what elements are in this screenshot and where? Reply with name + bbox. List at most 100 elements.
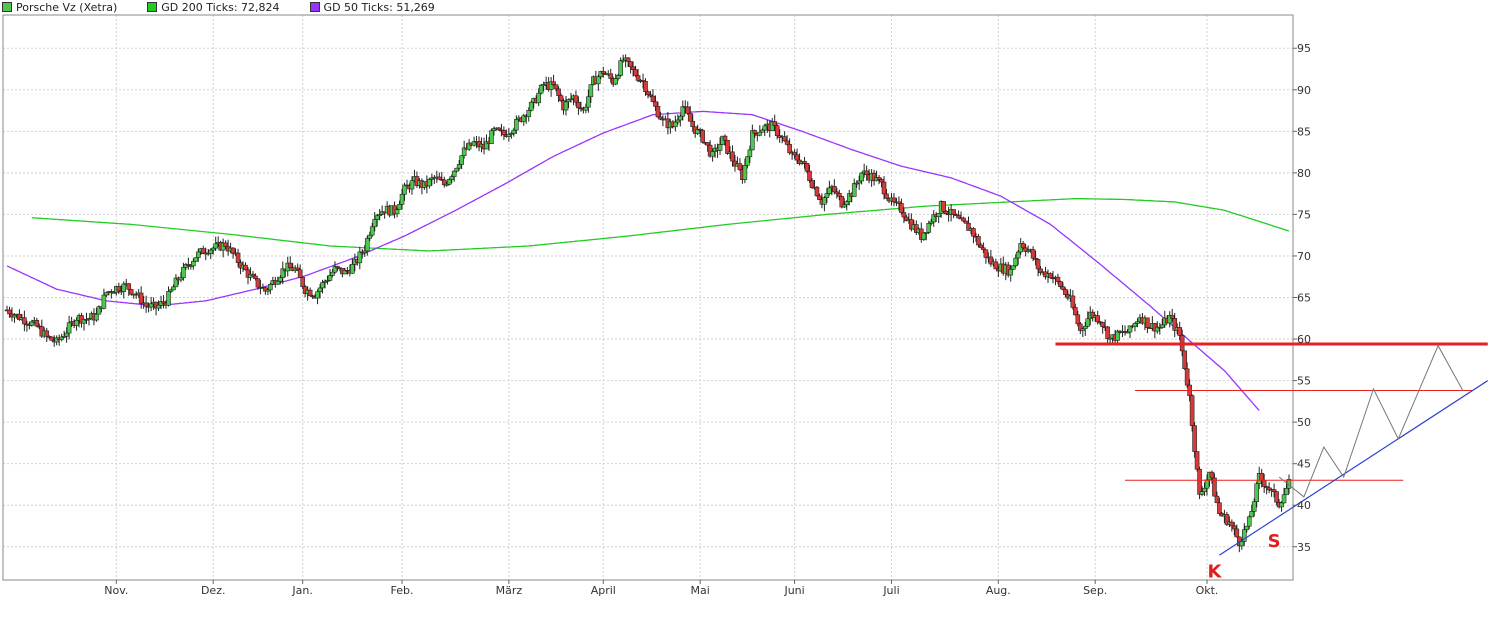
candle-down: [230, 247, 236, 254]
candle-down: [1073, 307, 1078, 316]
candle: [1184, 362, 1190, 388]
candle: [635, 68, 641, 83]
candle: [1217, 497, 1222, 516]
candle: [901, 207, 907, 224]
x-tick-label: Sep.: [1083, 584, 1107, 597]
candle-up: [367, 234, 373, 239]
candle: [437, 172, 442, 180]
candle-up: [196, 251, 201, 258]
candle: [921, 232, 927, 241]
candle: [1145, 317, 1150, 334]
candle-up: [168, 289, 174, 292]
candle-up: [315, 291, 320, 299]
candle-up: [1115, 330, 1120, 341]
candle-up: [409, 180, 415, 190]
candle: [981, 242, 986, 253]
candle-down: [1105, 326, 1110, 340]
candle: [181, 262, 186, 281]
candle: [54, 335, 59, 346]
candle-down: [635, 75, 641, 81]
candle: [514, 115, 519, 134]
candle-up: [757, 131, 763, 136]
candle: [243, 262, 248, 271]
y-tick-label: 65: [1297, 292, 1311, 305]
candle-down: [899, 203, 904, 213]
candle: [94, 307, 99, 322]
candle: [993, 258, 999, 270]
candle-down: [1075, 314, 1081, 325]
legend-item-gd200: GD 200 Ticks: 72,824: [147, 0, 280, 14]
candle-down: [1271, 489, 1277, 493]
candle-up: [456, 164, 462, 169]
candle: [851, 178, 857, 197]
candle-down: [807, 170, 812, 181]
candle-down: [496, 127, 502, 131]
candle-down: [553, 84, 559, 90]
y-tick-label: 60: [1297, 333, 1311, 346]
candle: [1122, 325, 1128, 336]
candle-up: [1127, 325, 1133, 333]
x-tick-label: Okt.: [1196, 584, 1219, 597]
candle: [971, 227, 976, 244]
candle-up: [936, 213, 941, 217]
x-axis: Nov. Dez. Jan. Feb. März April Mai Juni Juli Aug.…: [104, 580, 1218, 597]
candle-up: [171, 286, 176, 291]
candle: [186, 257, 191, 270]
candle-down: [1182, 350, 1187, 370]
candle: [1281, 487, 1287, 504]
candle-up: [330, 271, 335, 276]
candle-up: [851, 183, 857, 197]
candle: [1107, 337, 1113, 343]
candle: [489, 128, 494, 145]
candle: [976, 233, 981, 248]
x-tick-label: Dez.: [201, 584, 226, 597]
candle-down: [737, 163, 743, 170]
candle-up: [156, 304, 161, 309]
candle: [409, 176, 415, 195]
candle-down: [1058, 281, 1063, 287]
x-tick-label: Juli: [882, 584, 899, 597]
candle-up: [148, 303, 154, 308]
candle-up: [717, 144, 723, 151]
candle-up: [59, 336, 64, 340]
candle-down: [576, 101, 581, 109]
candle: [966, 216, 971, 231]
candle-down: [881, 181, 887, 195]
projection-path: [1278, 344, 1464, 498]
chart-grid: [3, 15, 1293, 580]
candle: [643, 78, 648, 96]
candle-up: [615, 75, 621, 79]
candle-down: [951, 209, 956, 215]
candle-up: [121, 283, 127, 292]
candle-up: [1281, 494, 1287, 504]
candle: [951, 209, 956, 219]
candle-down: [901, 212, 907, 218]
candle: [1082, 321, 1088, 336]
candle-up: [677, 115, 683, 121]
x-tick-label: Feb.: [391, 584, 414, 597]
candle-up: [427, 179, 432, 187]
y-axis: 35 40 45 50 55 60 65 70 75 80 85 90 95: [1293, 42, 1311, 554]
candle: [220, 238, 226, 258]
candle-down: [643, 81, 648, 93]
candle-up: [277, 277, 283, 282]
candle-down: [814, 186, 820, 197]
y-tick-label: 70: [1297, 250, 1311, 263]
candle: [335, 265, 340, 272]
x-tick-label: März: [496, 584, 523, 597]
candle-up: [489, 130, 494, 144]
candle-up: [454, 167, 459, 172]
candle: [1043, 266, 1048, 280]
candle-down: [573, 95, 579, 103]
candle-down: [1060, 286, 1066, 290]
candle: [536, 88, 541, 107]
candle: [742, 158, 748, 184]
candle-down: [223, 242, 228, 247]
candle: [34, 317, 40, 328]
candle: [1212, 473, 1217, 497]
candle-up: [181, 266, 186, 279]
candle: [121, 281, 127, 299]
candle: [700, 128, 705, 144]
candle: [556, 86, 561, 103]
candle-up: [317, 287, 323, 293]
